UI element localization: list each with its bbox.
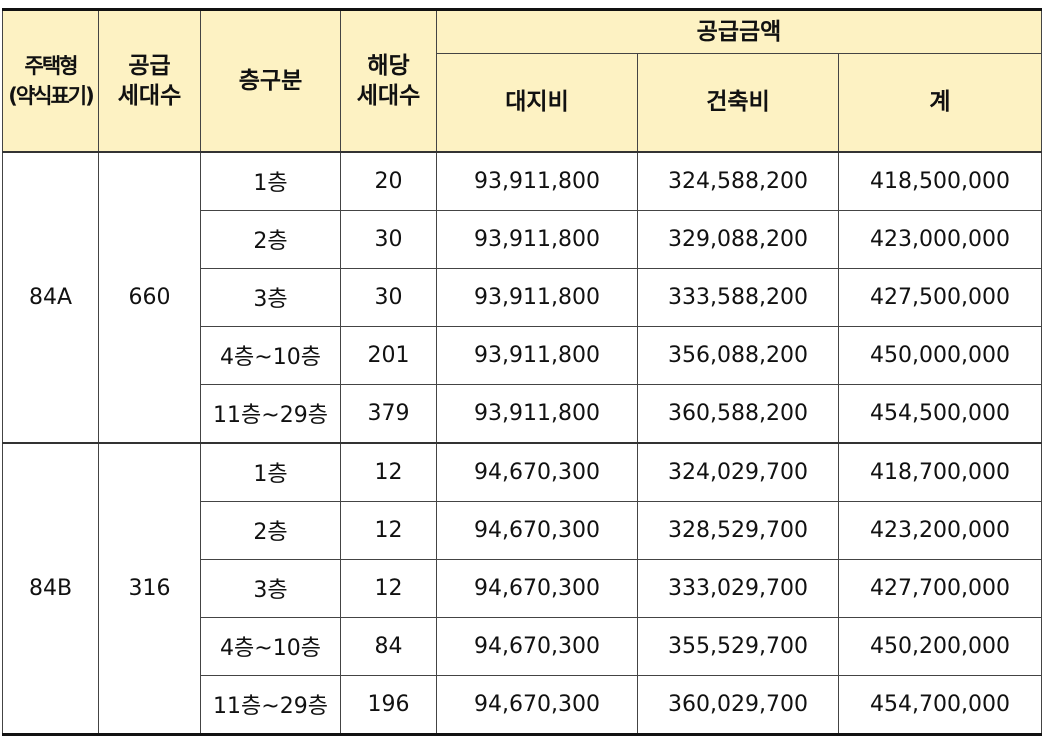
cell-land-cost: 94,670,300 <box>436 616 638 676</box>
cell-total: 450,200,000 <box>838 616 1042 676</box>
cell-total: 454,500,000 <box>838 383 1042 443</box>
cell-housing-type: 84A <box>2 150 99 443</box>
table-row: 3층 12 94,670,300 333,029,700 427,700,000 <box>3 558 1042 618</box>
supply-price-table: 주택형 (약식표기) 공급 세대수 층구분 해당 세대수 공급금액 대지비 건축… <box>2 8 1042 736</box>
cell-total: 423,200,000 <box>838 500 1042 560</box>
cell-land-cost: 93,911,800 <box>436 150 638 211</box>
table-row: 4층~10층 201 93,911,800 356,088,200 450,000,00… <box>3 325 1042 385</box>
cell-units: 12 <box>340 558 437 618</box>
cell-total: 418,500,000 <box>838 150 1042 211</box>
header-land-cost: 대지비 <box>436 53 638 152</box>
cell-units: 30 <box>340 267 437 327</box>
cell-floor: 1층 <box>200 150 341 211</box>
cell-floor: 4층~10층 <box>200 616 341 676</box>
cell-supply-units: 660 <box>98 150 201 443</box>
cell-total: 450,000,000 <box>838 325 1042 385</box>
cell-supply-units: 316 <box>98 441 201 735</box>
table-row: 84A 660 1층 20 93,911,800 324,588,200 418,500,0… <box>2 150 1042 443</box>
cell-units: 30 <box>340 209 437 269</box>
cell-building-cost: 356,088,200 <box>637 325 839 385</box>
cell-floor: 2층 <box>200 209 341 269</box>
table-row: 4층~10층 84 94,670,300 355,529,700 450,200,000 <box>3 616 1042 676</box>
cell-building-cost: 333,588,200 <box>637 267 839 327</box>
cell-units: 20 <box>340 150 437 211</box>
cell-land-cost: 93,911,800 <box>436 325 638 385</box>
cell-housing-type: 84B <box>2 441 99 735</box>
table-row: 3층 30 93,911,800 333,588,200 427,500,000 <box>3 267 1042 327</box>
cell-land-cost: 93,911,800 <box>436 267 638 327</box>
header-building-cost: 건축비 <box>637 53 839 152</box>
cell-total: 427,700,000 <box>838 558 1042 618</box>
table-row: 2층 30 93,911,800 329,088,200 423,000,000 <box>3 209 1042 269</box>
cell-units: 201 <box>340 325 437 385</box>
header-supply-amount: 공급금액 <box>436 9 1042 54</box>
header-applicable-units: 해당 세대수 <box>340 9 437 152</box>
cell-land-cost: 93,911,800 <box>436 209 638 269</box>
cell-total: 454,700,000 <box>838 674 1042 735</box>
cell-total: 423,000,000 <box>838 209 1042 269</box>
cell-total: 418,700,000 <box>838 441 1042 502</box>
table-row: 11층~29층 196 94,670,300 360,029,700 454,700,0… <box>3 674 1042 735</box>
cell-floor: 11층~29층 <box>200 383 341 443</box>
table-header: 주택형 (약식표기) 공급 세대수 층구분 해당 세대수 공급금액 대지비 건축… <box>2 9 1042 152</box>
cell-building-cost: 360,588,200 <box>637 383 839 443</box>
cell-floor: 3층 <box>200 267 341 327</box>
cell-floor: 11층~29층 <box>200 674 341 735</box>
cell-land-cost: 94,670,300 <box>436 558 638 618</box>
cell-units: 379 <box>340 383 437 443</box>
table-body: 84A 660 1층 20 93,911,800 324,588,200 418,500,0… <box>2 150 1042 735</box>
cell-building-cost: 328,529,700 <box>637 500 839 560</box>
header-housing-type: 주택형 (약식표기) <box>2 9 99 152</box>
cell-units: 196 <box>340 674 437 735</box>
cell-units: 12 <box>340 441 437 502</box>
table-row: 84B 316 1층 12 94,670,300 324,029,700 418,700,0… <box>2 441 1042 735</box>
header-floor-class: 층구분 <box>200 9 341 152</box>
cell-land-cost: 94,670,300 <box>436 674 638 735</box>
header-total: 계 <box>838 53 1042 152</box>
cell-building-cost: 333,029,700 <box>637 558 839 618</box>
cell-floor: 1층 <box>200 441 341 502</box>
cell-floor: 3층 <box>200 558 341 618</box>
cell-building-cost: 324,588,200 <box>637 150 839 211</box>
cell-land-cost: 94,670,300 <box>436 500 638 560</box>
cell-building-cost: 360,029,700 <box>637 674 839 735</box>
cell-total: 427,500,000 <box>838 267 1042 327</box>
cell-building-cost: 329,088,200 <box>637 209 839 269</box>
header-supply-units: 공급 세대수 <box>98 9 201 152</box>
cell-building-cost: 324,029,700 <box>637 441 839 502</box>
cell-floor: 4층~10층 <box>200 325 341 385</box>
cell-land-cost: 94,670,300 <box>436 441 638 502</box>
cell-units: 84 <box>340 616 437 676</box>
cell-units: 12 <box>340 500 437 560</box>
cell-building-cost: 355,529,700 <box>637 616 839 676</box>
cell-floor: 2층 <box>200 500 341 560</box>
cell-land-cost: 93,911,800 <box>436 383 638 443</box>
table-row: 11층~29층 379 93,911,800 360,588,200 454,500,0… <box>3 383 1042 443</box>
